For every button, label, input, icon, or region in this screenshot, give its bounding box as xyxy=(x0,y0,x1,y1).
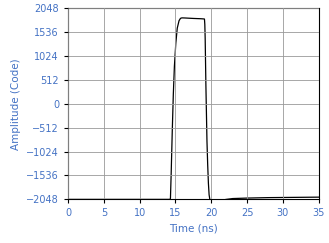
Y-axis label: Amplitude (Code): Amplitude (Code) xyxy=(11,58,21,150)
X-axis label: Time (ns): Time (ns) xyxy=(169,224,218,234)
